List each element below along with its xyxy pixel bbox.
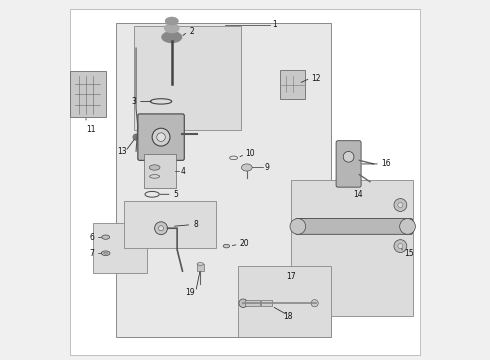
Ellipse shape bbox=[242, 164, 252, 171]
Circle shape bbox=[394, 240, 407, 252]
Circle shape bbox=[157, 133, 165, 141]
FancyBboxPatch shape bbox=[197, 264, 203, 271]
FancyBboxPatch shape bbox=[292, 180, 413, 316]
Text: 17: 17 bbox=[287, 272, 296, 281]
Text: 7: 7 bbox=[89, 249, 94, 258]
Text: 13: 13 bbox=[117, 147, 126, 156]
FancyBboxPatch shape bbox=[295, 219, 413, 234]
Circle shape bbox=[394, 199, 407, 211]
Circle shape bbox=[398, 244, 403, 249]
FancyBboxPatch shape bbox=[134, 26, 242, 130]
Text: 16: 16 bbox=[381, 159, 391, 168]
Text: 4: 4 bbox=[181, 167, 186, 176]
Ellipse shape bbox=[166, 18, 178, 24]
Circle shape bbox=[398, 203, 403, 207]
Text: 8: 8 bbox=[193, 220, 198, 229]
Circle shape bbox=[133, 134, 139, 140]
FancyBboxPatch shape bbox=[93, 223, 147, 273]
FancyBboxPatch shape bbox=[144, 154, 176, 188]
Circle shape bbox=[152, 128, 170, 146]
Circle shape bbox=[343, 152, 354, 162]
FancyBboxPatch shape bbox=[138, 114, 184, 160]
FancyBboxPatch shape bbox=[70, 71, 106, 117]
Text: 19: 19 bbox=[185, 288, 195, 297]
Text: 6: 6 bbox=[89, 233, 94, 242]
Text: 11: 11 bbox=[87, 125, 96, 134]
FancyBboxPatch shape bbox=[70, 9, 420, 355]
Text: 1: 1 bbox=[272, 20, 276, 29]
FancyBboxPatch shape bbox=[123, 202, 217, 248]
Ellipse shape bbox=[165, 24, 179, 33]
Circle shape bbox=[290, 219, 306, 234]
FancyBboxPatch shape bbox=[245, 300, 260, 306]
Ellipse shape bbox=[102, 235, 110, 239]
Text: 15: 15 bbox=[404, 249, 414, 258]
Circle shape bbox=[311, 300, 318, 307]
Circle shape bbox=[159, 226, 164, 231]
Text: 12: 12 bbox=[311, 74, 320, 83]
Ellipse shape bbox=[101, 251, 110, 256]
Ellipse shape bbox=[197, 262, 203, 265]
Text: 14: 14 bbox=[353, 190, 362, 199]
Ellipse shape bbox=[223, 244, 230, 248]
Circle shape bbox=[155, 222, 168, 235]
Text: 2: 2 bbox=[190, 27, 195, 36]
Text: 10: 10 bbox=[245, 149, 255, 158]
Text: 5: 5 bbox=[173, 190, 178, 199]
FancyBboxPatch shape bbox=[117, 23, 331, 337]
Text: 9: 9 bbox=[265, 163, 270, 172]
FancyBboxPatch shape bbox=[238, 266, 331, 337]
Ellipse shape bbox=[162, 32, 182, 42]
Ellipse shape bbox=[149, 165, 160, 170]
Text: 18: 18 bbox=[283, 312, 293, 321]
FancyBboxPatch shape bbox=[280, 70, 305, 99]
Text: 3: 3 bbox=[131, 97, 136, 106]
FancyBboxPatch shape bbox=[336, 141, 361, 187]
Text: 20: 20 bbox=[240, 239, 249, 248]
FancyBboxPatch shape bbox=[261, 300, 272, 306]
Circle shape bbox=[400, 219, 416, 234]
Circle shape bbox=[239, 299, 247, 307]
